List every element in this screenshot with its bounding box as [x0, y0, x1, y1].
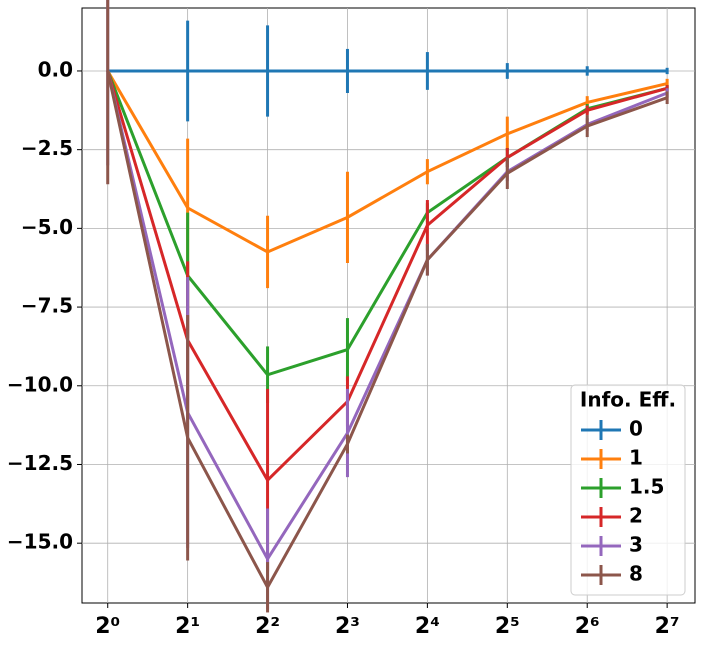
series-line — [106, 70, 668, 591]
y-tick-label: −12.5 — [7, 451, 73, 475]
legend-label: 1.5 — [629, 475, 664, 499]
y-tick-label: 0.0 — [38, 57, 73, 81]
legend-box — [570, 384, 686, 596]
legend-label: 8 — [629, 562, 643, 586]
legend-label: 3 — [629, 533, 643, 557]
y-tick-label: −15.0 — [7, 530, 73, 554]
x-tick-label: 2³ — [335, 614, 360, 639]
series-line — [106, 70, 668, 377]
x-tick-label: 2² — [255, 614, 280, 639]
x-tick-label: 2¹ — [175, 614, 200, 639]
legend-title: Info. Eff. — [580, 388, 676, 412]
plot-frame — [81, 7, 696, 604]
x-tick-label: 2⁷ — [655, 614, 680, 639]
y-tick-label: −2.5 — [21, 136, 73, 160]
x-tick-label: 2⁴ — [415, 614, 440, 639]
y-tick-label: −7.5 — [21, 294, 73, 318]
y-tick-label: −10.0 — [7, 372, 73, 396]
x-tick-label: 2⁰ — [95, 614, 120, 639]
series-line — [106, 70, 668, 483]
y-tick-label: −5.0 — [21, 215, 73, 239]
legend-label: 2 — [629, 504, 643, 528]
legend-label: 1 — [629, 446, 643, 470]
x-tick-label: 2⁵ — [495, 614, 520, 639]
series-line — [106, 70, 668, 254]
x-tick-label: 2⁶ — [575, 614, 600, 639]
legend-label: 0 — [629, 417, 643, 441]
